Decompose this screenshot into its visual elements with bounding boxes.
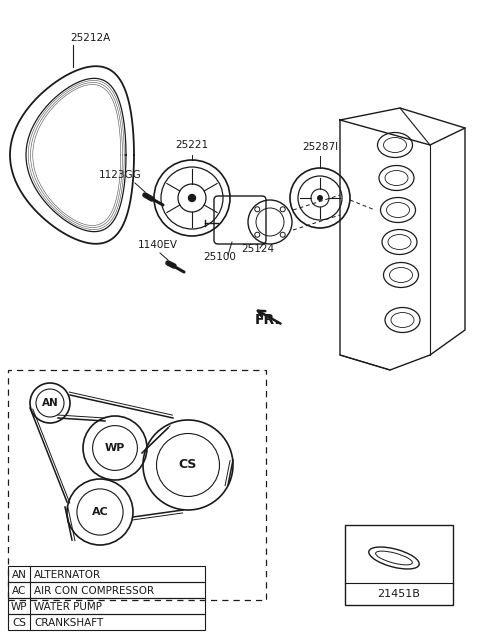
Text: AN: AN	[42, 398, 59, 408]
Bar	[8, 614, 205, 630]
Text: CS: CS	[12, 618, 26, 628]
Text: CRANKSHAFT: CRANKSHAFT	[34, 618, 103, 628]
Text: CS: CS	[179, 459, 197, 471]
Bar	[8, 598, 205, 614]
Circle shape	[189, 195, 195, 202]
Text: 21451B: 21451B	[378, 589, 420, 599]
Text: AC: AC	[92, 507, 108, 517]
Text: FR.: FR.	[255, 313, 281, 327]
Bar	[8, 582, 205, 598]
Text: 25100: 25100	[204, 252, 237, 262]
Text: AN: AN	[12, 570, 26, 580]
Text: 25212A: 25212A	[70, 33, 110, 43]
Text: AC: AC	[12, 586, 26, 596]
Text: 25287I: 25287I	[302, 142, 338, 152]
Bar	[8, 370, 266, 600]
Text: 1140EV: 1140EV	[138, 240, 178, 250]
Text: WATER PUMP: WATER PUMP	[34, 602, 102, 612]
Circle shape	[317, 195, 323, 201]
Text: WP: WP	[105, 443, 125, 453]
Text: AIR CON COMPRESSOR: AIR CON COMPRESSOR	[34, 586, 154, 596]
Bar	[345, 525, 453, 605]
Text: ALTERNATOR: ALTERNATOR	[34, 570, 101, 580]
Text: WP: WP	[11, 602, 27, 612]
Text: 1123GG: 1123GG	[98, 170, 142, 180]
Bar	[8, 566, 205, 582]
Text: 25221: 25221	[175, 140, 209, 150]
Text: 25124: 25124	[241, 244, 275, 254]
